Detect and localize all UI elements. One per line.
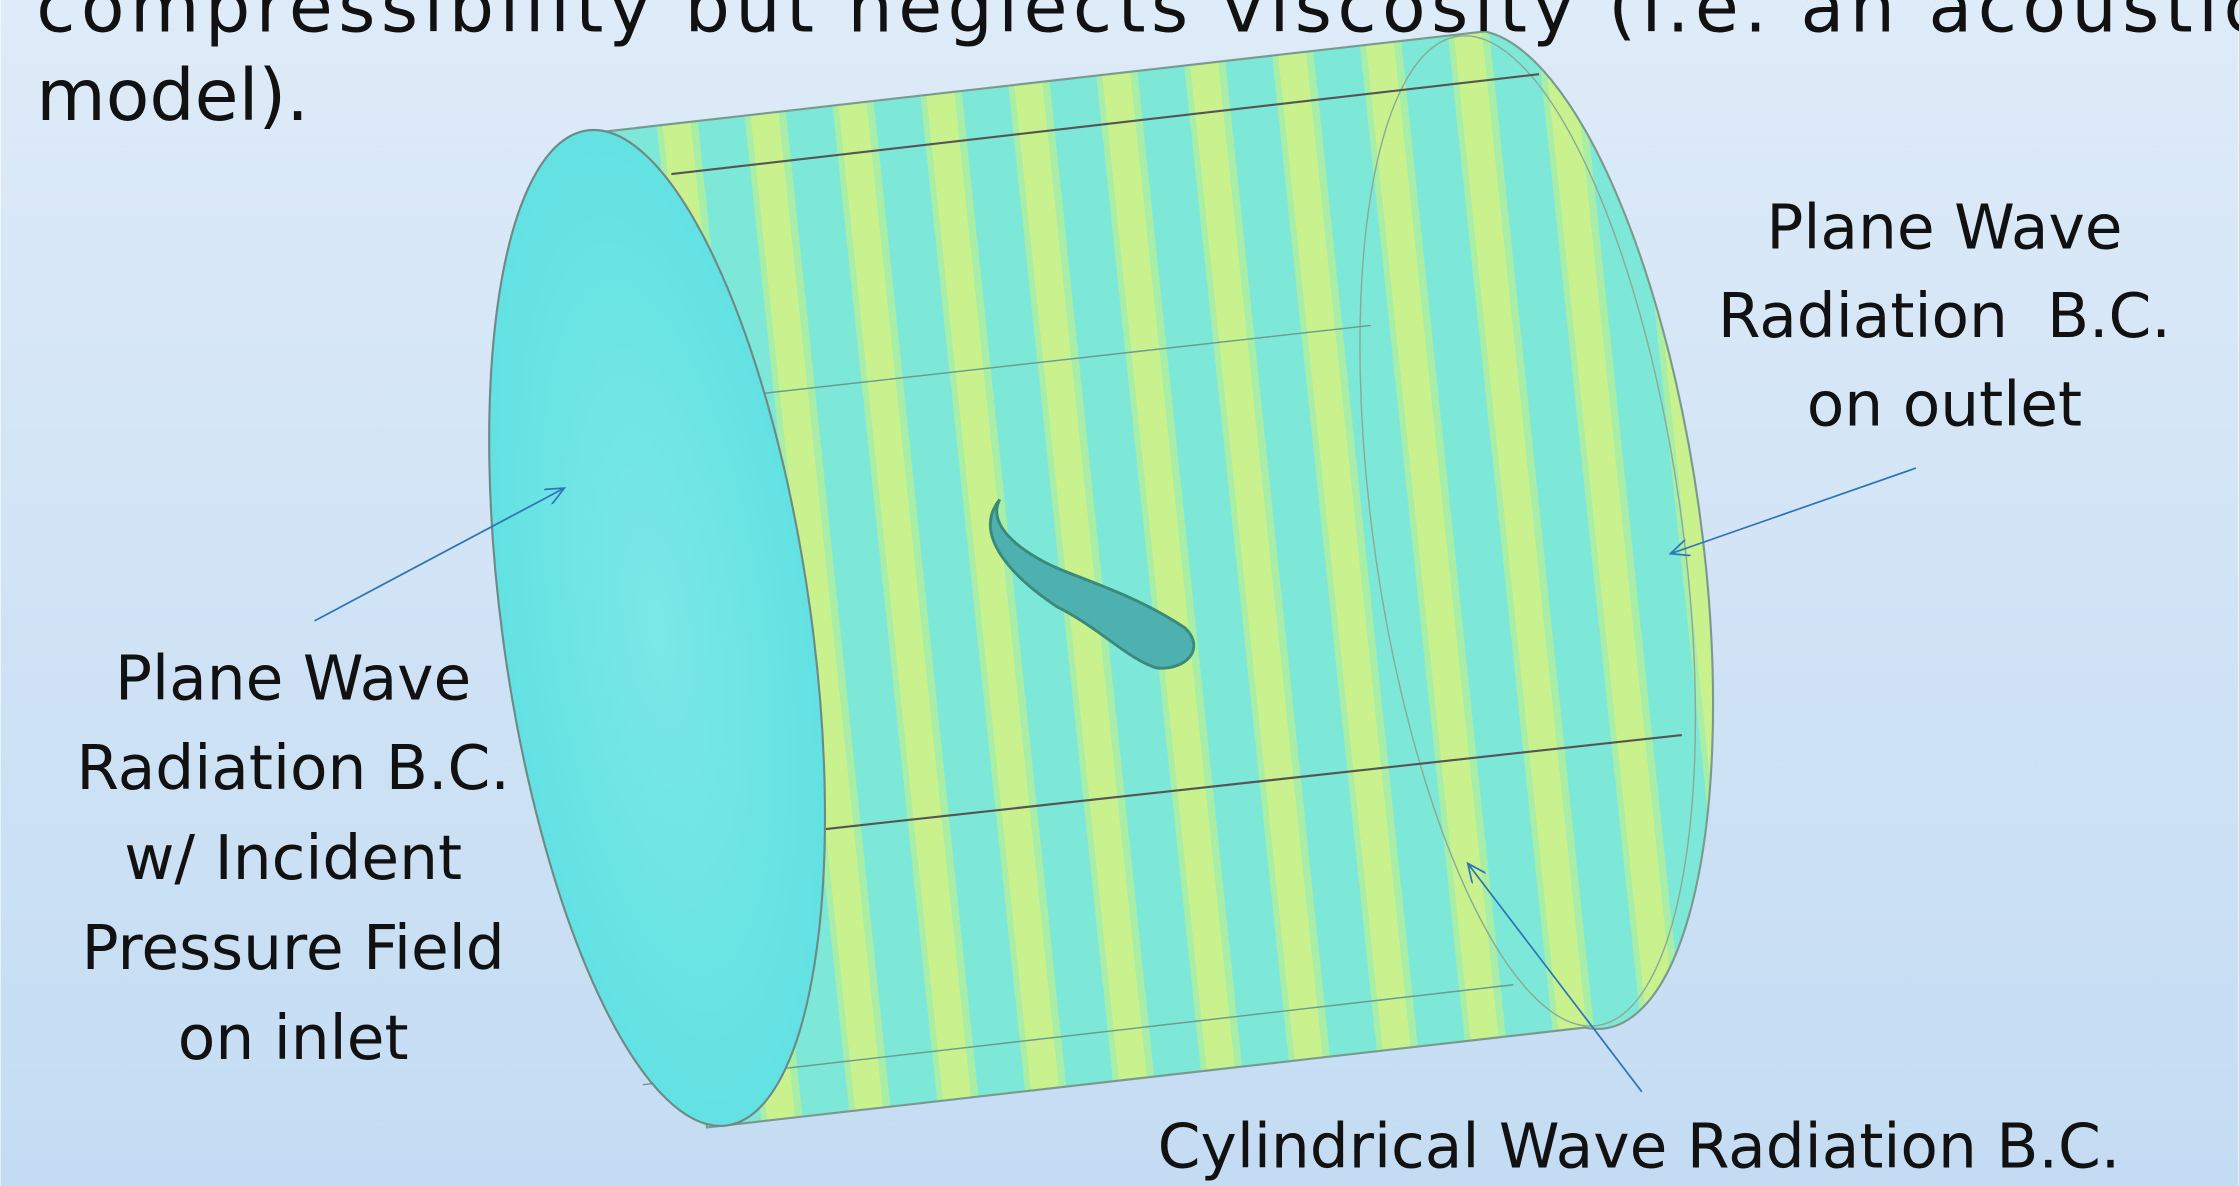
outlet-label: Radiation B.C.	[1718, 281, 2171, 352]
slide: compressibility but neglects viscosity (…	[0, 0, 2239, 1186]
inlet-label: Radiation B.C.	[76, 733, 509, 804]
inlet-label: Plane Wave	[115, 643, 471, 714]
inlet-label: Pressure Field	[82, 913, 505, 984]
side-label: Cylindrical Wave Radiation B.C.	[1158, 1111, 2121, 1182]
outlet-label: Plane Wave	[1766, 192, 2122, 263]
inlet-label: on inlet	[178, 1003, 409, 1074]
cylinder	[435, 15, 1750, 1147]
outlet-label: on outlet	[1807, 369, 2082, 440]
page: compressibility but neglects viscosity (…	[0, 0, 2239, 1186]
body-line: compressibility but neglects viscosity (…	[36, 0, 2239, 48]
body-line: model).	[36, 54, 309, 137]
inlet-label: w/ Incident	[124, 823, 462, 894]
